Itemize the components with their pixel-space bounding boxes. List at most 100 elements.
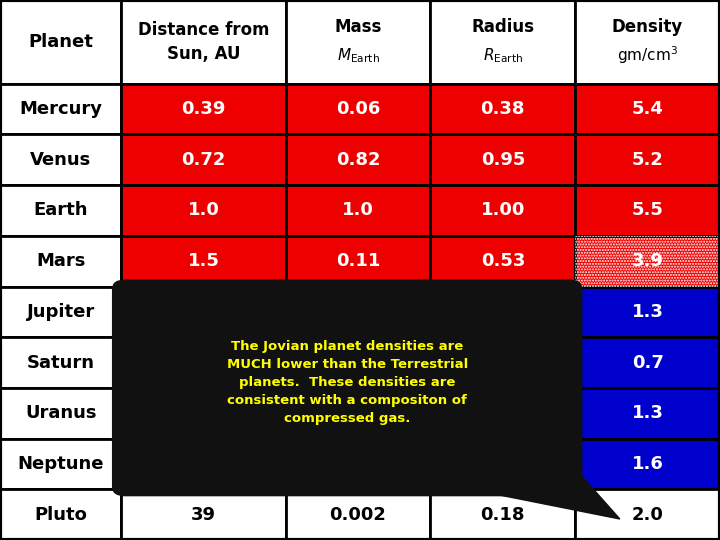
Bar: [575, 84, 720, 134]
Text: Planet: Planet: [28, 33, 93, 51]
Bar: [575, 337, 720, 388]
Bar: [0, 134, 121, 185]
Text: 4.0: 4.0: [487, 404, 519, 422]
Text: Mercury: Mercury: [19, 100, 102, 118]
Text: 39: 39: [191, 505, 216, 524]
Text: Distance from
Sun, AU: Distance from Sun, AU: [138, 21, 269, 63]
Bar: [286, 337, 431, 388]
Text: Neptune: Neptune: [17, 455, 104, 473]
Text: 3.9: 3.9: [487, 455, 519, 473]
Bar: [431, 438, 575, 489]
Text: 318: 318: [339, 303, 377, 321]
Text: 15: 15: [346, 404, 371, 422]
Bar: [286, 185, 431, 236]
Bar: [575, 0, 720, 84]
Text: 0.06: 0.06: [336, 100, 380, 118]
Bar: [121, 84, 286, 134]
Bar: [0, 337, 121, 388]
Bar: [0, 0, 121, 84]
Text: 17: 17: [346, 455, 371, 473]
Text: Density: Density: [612, 18, 683, 36]
Text: Jupiter: Jupiter: [27, 303, 95, 321]
Text: Mass: Mass: [334, 18, 382, 36]
Text: 0.82: 0.82: [336, 151, 380, 169]
FancyBboxPatch shape: [112, 280, 582, 496]
Bar: [575, 438, 720, 489]
Bar: [575, 185, 720, 236]
Text: 0.18: 0.18: [480, 505, 525, 524]
Bar: [121, 337, 286, 388]
Bar: [286, 236, 431, 287]
Text: 11.2: 11.2: [481, 303, 525, 321]
Text: Uranus: Uranus: [25, 404, 96, 422]
Text: 3.9: 3.9: [631, 252, 664, 270]
Bar: [0, 438, 121, 489]
Bar: [286, 438, 431, 489]
Text: 1.0: 1.0: [187, 201, 220, 219]
Text: 30: 30: [191, 455, 216, 473]
Bar: [575, 236, 720, 287]
Bar: [121, 287, 286, 337]
Bar: [431, 185, 575, 236]
Bar: [121, 185, 286, 236]
Bar: [121, 388, 286, 438]
Bar: [286, 489, 431, 540]
Text: 5.4: 5.4: [631, 100, 664, 118]
Text: $M_\mathrm{Earth}$: $M_\mathrm{Earth}$: [336, 46, 379, 65]
Bar: [121, 236, 286, 287]
Text: Venus: Venus: [30, 151, 91, 169]
Text: $\mathrm{gm/cm}^3$: $\mathrm{gm/cm}^3$: [617, 44, 678, 66]
Text: 95: 95: [346, 354, 371, 372]
Text: Saturn: Saturn: [27, 354, 94, 372]
Text: 0.7: 0.7: [631, 354, 664, 372]
Bar: [0, 185, 121, 236]
Bar: [431, 489, 575, 540]
Bar: [121, 438, 286, 489]
Text: 1.5: 1.5: [187, 252, 220, 270]
Bar: [431, 337, 575, 388]
Bar: [286, 84, 431, 134]
Text: 0.53: 0.53: [481, 252, 525, 270]
Text: 19.2: 19.2: [181, 404, 225, 422]
Text: Earth: Earth: [33, 201, 88, 219]
Text: 5.5: 5.5: [631, 201, 664, 219]
Bar: [0, 236, 121, 287]
Text: 0.11: 0.11: [336, 252, 380, 270]
Text: Mars: Mars: [36, 252, 86, 270]
Bar: [431, 134, 575, 185]
Text: 1.3: 1.3: [631, 404, 664, 422]
Bar: [431, 0, 575, 84]
Text: $R_\mathrm{Earth}$: $R_\mathrm{Earth}$: [482, 46, 523, 65]
Bar: [286, 388, 431, 438]
Bar: [575, 236, 720, 287]
Text: 0.72: 0.72: [181, 151, 225, 169]
Bar: [575, 134, 720, 185]
Text: The Jovian planet densities are
MUCH lower than the Terrestrial
planets.  These : The Jovian planet densities are MUCH low…: [227, 340, 468, 425]
Text: 9.5: 9.5: [487, 354, 519, 372]
Bar: [286, 0, 431, 84]
Bar: [286, 134, 431, 185]
Bar: [121, 134, 286, 185]
Bar: [431, 287, 575, 337]
Text: 1.3: 1.3: [631, 303, 664, 321]
Text: 1.00: 1.00: [481, 201, 525, 219]
Text: 0.38: 0.38: [480, 100, 525, 118]
Text: 5.2: 5.2: [187, 303, 220, 321]
Text: 0.39: 0.39: [181, 100, 225, 118]
Bar: [0, 388, 121, 438]
Polygon shape: [376, 454, 620, 519]
Bar: [431, 388, 575, 438]
Bar: [431, 84, 575, 134]
Bar: [0, 84, 121, 134]
Text: Pluto: Pluto: [35, 505, 87, 524]
Bar: [431, 236, 575, 287]
Bar: [121, 489, 286, 540]
Text: 0.002: 0.002: [330, 505, 387, 524]
Text: Radius: Radius: [472, 18, 534, 36]
Text: 0.95: 0.95: [481, 151, 525, 169]
Bar: [575, 489, 720, 540]
Bar: [121, 0, 286, 84]
Bar: [0, 489, 121, 540]
Bar: [575, 287, 720, 337]
Text: 1.6: 1.6: [631, 455, 664, 473]
